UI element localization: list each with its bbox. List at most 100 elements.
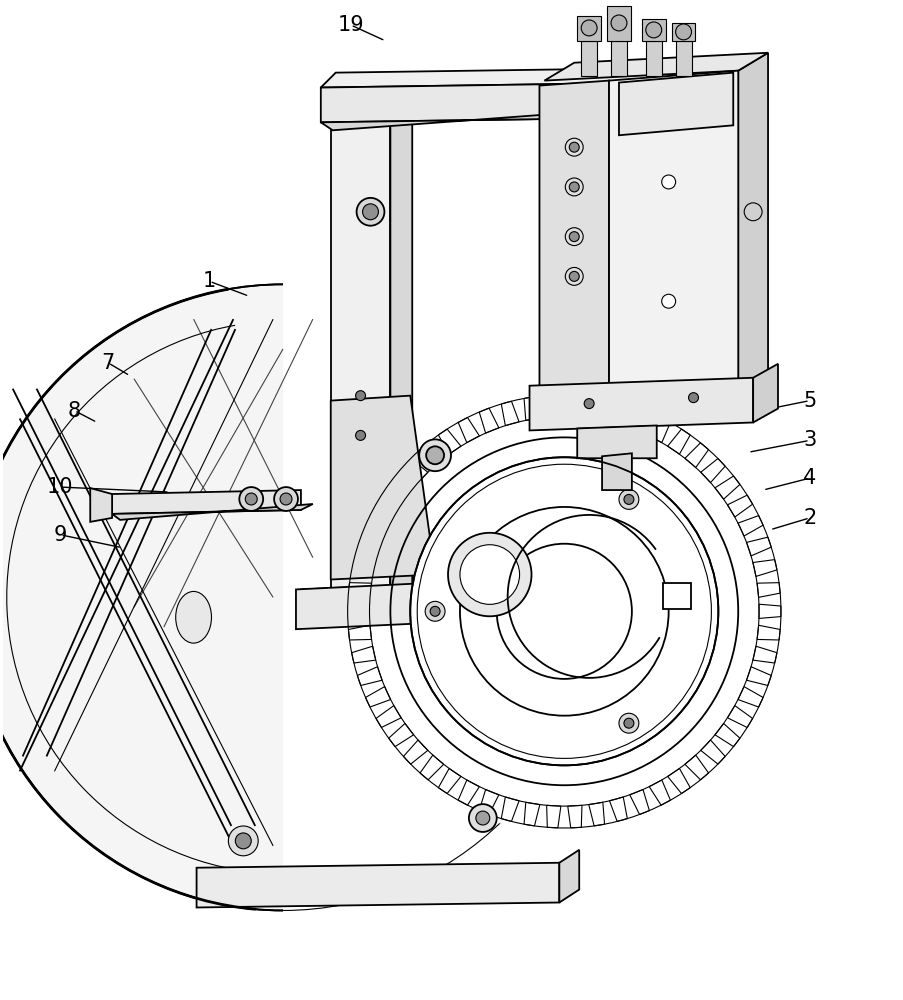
Circle shape	[610, 15, 626, 31]
Polygon shape	[609, 401, 627, 426]
Polygon shape	[746, 537, 770, 556]
Polygon shape	[479, 790, 498, 814]
Circle shape	[688, 393, 698, 403]
Circle shape	[460, 507, 668, 716]
Circle shape	[743, 203, 761, 221]
Circle shape	[619, 489, 638, 509]
Text: 2: 2	[802, 508, 815, 528]
Polygon shape	[641, 19, 665, 41]
Polygon shape	[357, 667, 382, 685]
Polygon shape	[727, 706, 752, 728]
Circle shape	[661, 294, 675, 308]
Circle shape	[564, 228, 582, 246]
Circle shape	[623, 494, 633, 504]
Text: 9: 9	[53, 525, 67, 545]
Circle shape	[280, 493, 292, 505]
Circle shape	[661, 175, 675, 189]
Polygon shape	[727, 495, 752, 517]
Polygon shape	[524, 802, 539, 826]
Text: 7: 7	[101, 353, 115, 373]
Polygon shape	[539, 81, 609, 396]
Polygon shape	[351, 646, 376, 663]
Polygon shape	[376, 706, 401, 728]
Polygon shape	[684, 443, 708, 468]
Polygon shape	[752, 364, 777, 422]
Polygon shape	[588, 802, 604, 826]
Polygon shape	[390, 99, 412, 589]
Polygon shape	[321, 83, 658, 122]
Polygon shape	[196, 863, 559, 907]
Circle shape	[0, 284, 595, 910]
Polygon shape	[662, 583, 690, 609]
Circle shape	[355, 430, 365, 440]
Text: 10: 10	[47, 477, 73, 497]
Polygon shape	[348, 583, 371, 597]
Polygon shape	[524, 397, 539, 420]
Circle shape	[362, 204, 378, 220]
Polygon shape	[330, 396, 434, 580]
Polygon shape	[559, 850, 579, 903]
Circle shape	[239, 487, 263, 511]
Polygon shape	[295, 580, 489, 599]
Polygon shape	[756, 625, 779, 640]
Circle shape	[496, 544, 631, 679]
Circle shape	[583, 399, 593, 409]
Polygon shape	[544, 53, 768, 81]
Circle shape	[430, 606, 440, 616]
Polygon shape	[295, 580, 509, 629]
Polygon shape	[645, 41, 661, 76]
Polygon shape	[738, 53, 768, 391]
Polygon shape	[756, 583, 779, 597]
Polygon shape	[619, 73, 732, 135]
Circle shape	[448, 533, 531, 616]
Circle shape	[564, 138, 582, 156]
Polygon shape	[581, 41, 597, 76]
Polygon shape	[609, 71, 738, 391]
Polygon shape	[365, 687, 390, 707]
Polygon shape	[648, 417, 670, 443]
Polygon shape	[607, 6, 630, 41]
Circle shape	[245, 493, 257, 505]
Polygon shape	[501, 797, 518, 821]
Bar	[283, 3, 879, 997]
Circle shape	[675, 24, 691, 40]
Circle shape	[569, 232, 579, 242]
Polygon shape	[357, 537, 382, 556]
Polygon shape	[759, 604, 780, 618]
Polygon shape	[330, 99, 412, 117]
Polygon shape	[752, 646, 776, 663]
Text: 5: 5	[802, 391, 815, 411]
Polygon shape	[420, 755, 443, 780]
Circle shape	[274, 487, 298, 511]
Polygon shape	[420, 443, 443, 468]
Polygon shape	[388, 476, 414, 499]
Polygon shape	[746, 667, 770, 685]
Polygon shape	[479, 408, 498, 433]
Polygon shape	[112, 490, 301, 514]
Polygon shape	[438, 429, 461, 454]
Text: 19: 19	[337, 15, 364, 35]
Text: 4: 4	[802, 468, 815, 488]
Circle shape	[424, 601, 444, 621]
Polygon shape	[388, 723, 414, 747]
Polygon shape	[438, 768, 461, 794]
Circle shape	[569, 182, 579, 192]
Circle shape	[569, 142, 579, 152]
Polygon shape	[610, 41, 626, 76]
Polygon shape	[376, 495, 401, 517]
Polygon shape	[348, 625, 371, 640]
Polygon shape	[567, 805, 582, 828]
Polygon shape	[629, 790, 648, 814]
Polygon shape	[458, 417, 479, 443]
Polygon shape	[667, 429, 690, 454]
Polygon shape	[667, 768, 690, 794]
Circle shape	[475, 811, 489, 825]
Circle shape	[425, 446, 443, 464]
Polygon shape	[546, 805, 560, 828]
Polygon shape	[403, 459, 427, 483]
Polygon shape	[90, 488, 112, 522]
Polygon shape	[752, 560, 776, 576]
Polygon shape	[629, 408, 648, 433]
Polygon shape	[501, 401, 518, 426]
Polygon shape	[675, 41, 691, 76]
